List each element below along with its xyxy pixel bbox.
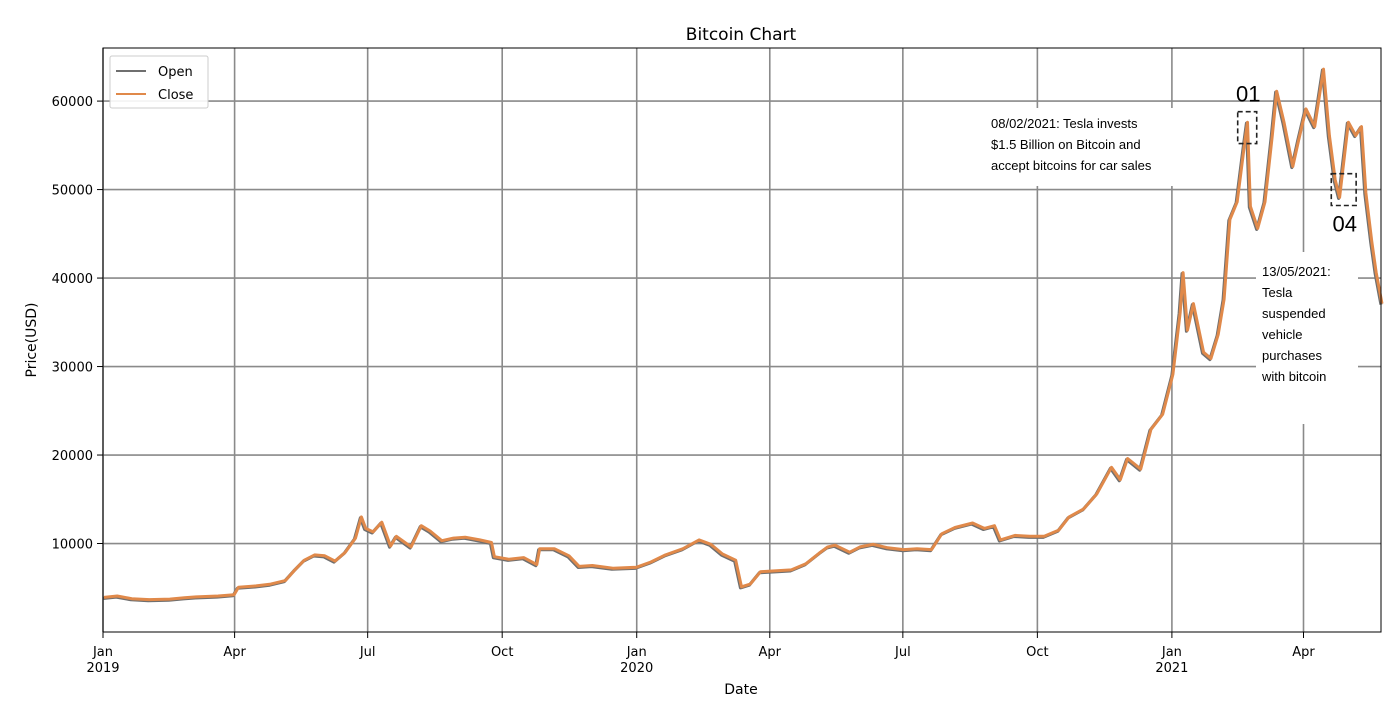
x-tick-label: Apr	[223, 645, 246, 660]
x-tick-label: Jan	[92, 645, 113, 660]
y-tick-label: 10000	[52, 538, 93, 553]
y-tick-label: 40000	[52, 272, 93, 287]
plot-frame	[102, 47, 1382, 633]
annotation-line: $1.5 Billion on Bitcoin and	[991, 137, 1141, 152]
x-tick-label: Apr	[1292, 645, 1315, 660]
y-tick-label: 60000	[52, 95, 93, 110]
annotation-line: Tesla	[1262, 285, 1293, 300]
annotation-box	[982, 108, 1192, 186]
x-tick-label: Jan	[626, 645, 647, 660]
x-tick-year-label: 2021	[1155, 661, 1188, 676]
annotation-box	[1256, 252, 1358, 424]
x-tick-year-label: 2020	[620, 661, 653, 676]
x-tick-label: Jul	[359, 645, 376, 660]
legend-label-open: Open	[158, 65, 193, 80]
series-lines	[102, 67, 1384, 603]
annotations: 08/02/2021: Tesla invests $1.5 Billion on…	[982, 108, 1358, 424]
legend-label-close: Close	[158, 88, 193, 103]
y-axis-ticks: 10000 20000 30000 40000 50000 60000	[52, 95, 103, 553]
y-axis-label: Price(USD)	[24, 303, 40, 378]
y-tick-label: 20000	[52, 449, 93, 464]
x-tick-label: Apr	[759, 645, 782, 660]
event-marker-box	[1330, 172, 1357, 207]
annotation-line: with bitcoin	[1261, 369, 1326, 384]
x-tick-label: Oct	[1026, 645, 1048, 660]
event-marker-label: 01	[1236, 82, 1260, 107]
x-tick-year-label: 2019	[86, 661, 119, 676]
event-marker-box	[1236, 110, 1258, 145]
annotation-line: vehicle	[1262, 327, 1302, 342]
chart-title: Bitcoin Chart	[686, 25, 797, 45]
annotation-line: 13/05/2021:	[1262, 264, 1331, 279]
x-tick-label: Oct	[491, 645, 513, 660]
x-tick-label: Jan	[1161, 645, 1182, 660]
event-markers: 01 04	[1236, 82, 1357, 237]
series-line-close	[103, 67, 1384, 602]
event-marker-label: 04	[1332, 212, 1356, 237]
annotation-line: accept bitcoins for car sales	[991, 158, 1152, 173]
y-tick-label: 30000	[52, 361, 93, 376]
y-tick-label: 50000	[52, 184, 93, 199]
x-tick-label: Jul	[894, 645, 911, 660]
annotation-line: purchases	[1262, 348, 1322, 363]
annotation-line: 08/02/2021: Tesla invests	[991, 116, 1138, 131]
grid	[102, 48, 1381, 632]
annotation-line: suspended	[1262, 306, 1326, 321]
x-axis-label: Date	[724, 682, 757, 698]
legend: Open Close	[109, 55, 209, 109]
